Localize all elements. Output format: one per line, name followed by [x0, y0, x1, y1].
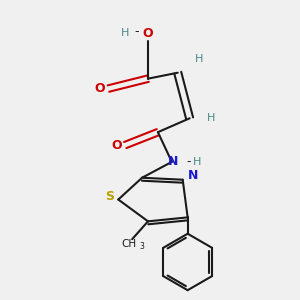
Text: H: H: [195, 54, 204, 64]
Text: O: O: [143, 27, 153, 40]
Text: N: N: [168, 155, 178, 168]
Text: S: S: [105, 190, 114, 203]
Text: O: O: [94, 82, 105, 95]
Text: -: -: [186, 155, 190, 168]
Text: 3: 3: [139, 242, 144, 251]
Text: H: H: [121, 28, 129, 38]
Text: H: H: [207, 113, 216, 123]
Text: N: N: [188, 169, 198, 182]
Text: H: H: [193, 157, 201, 167]
Text: -: -: [134, 25, 139, 38]
Text: O: O: [111, 139, 122, 152]
Text: CH: CH: [122, 238, 137, 249]
